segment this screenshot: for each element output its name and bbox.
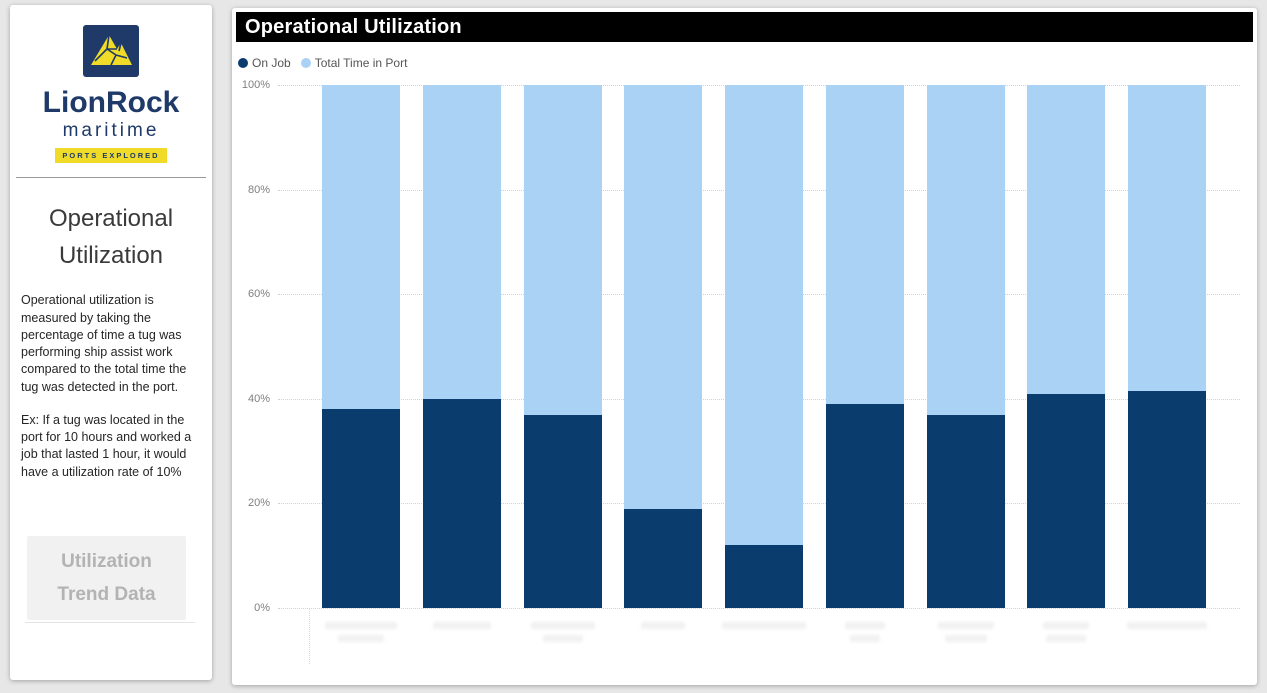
y-axis-tick-label: 80% [247,183,270,196]
y-axis-tick-label: 40% [247,392,270,405]
legend-dot [238,58,248,68]
bar-segment-total-time-in-port-3[interactable] [523,85,602,415]
logo-divider [16,177,206,178]
bar-segment-total-time-in-port-5[interactable] [725,85,803,546]
bar-column-3 [523,85,602,608]
brand-tagline-badge: PORTS EXPLORED [55,148,167,163]
bar-segment-on-job-3[interactable] [523,414,602,608]
bar-segment-on-job-2[interactable] [422,398,501,608]
legend-item-on-job[interactable]: On Job [238,56,291,70]
bar-segment-on-job-7[interactable] [926,414,1005,608]
x-axis-label-redacted-1 [322,622,400,642]
x-axis-label-blur-line [944,635,987,642]
bar-segment-total-time-in-port-2[interactable] [422,85,501,399]
sidebar-title: Operational Utilization [48,205,174,270]
y-axis-tick-label: 0% [254,602,270,614]
legend-dot [300,58,311,68]
x-axis-label-redacted-5 [722,622,806,629]
bar-column-7 [926,85,1005,608]
bar-segment-total-time-in-port-7[interactable] [926,85,1005,415]
lionrock-logo: LionRock maritime PORTS EXPLORED [10,5,212,163]
chart-title-bar: Operational Utilization [236,12,1253,42]
bar-column-2 [422,85,501,608]
x-axis-label-blur-line [641,622,686,629]
y-axis-tick-label: 60% [247,288,270,301]
bar-segment-on-job-4[interactable] [624,508,703,608]
bar-segment-on-job-1[interactable] [322,409,400,608]
bar-column-9 [1128,85,1206,608]
bar-segment-on-job-9[interactable] [1128,390,1206,608]
x-axis-label-redacted-9 [1127,622,1207,629]
bar-segment-total-time-in-port-9[interactable] [1128,85,1206,391]
bar-segment-total-time-in-port-1[interactable] [322,85,400,410]
x-axis-label-blur-line [1046,635,1087,642]
x-axis-label-blur-line [1043,622,1090,629]
utilization-trend-data-button[interactable]: Utilization Trend Data [27,536,186,620]
bar-segment-on-job-6[interactable] [825,404,904,608]
chart-legend: On Job Total Time in Port [238,56,407,70]
legend-item-total-time-in-port[interactable]: Total Time in Port [300,56,408,70]
x-axis-label-redacted-7 [927,622,1005,642]
bar-segment-on-job-5[interactable] [725,545,803,608]
x-axis-label-redacted-6 [826,622,904,642]
x-axis-label-blur-line [325,622,397,629]
bar-column-4 [624,85,703,608]
x-axis-label-blur-line [542,635,583,642]
bar-segment-total-time-in-port-6[interactable] [825,85,904,405]
x-axis-label-blur-line [849,635,880,642]
x-axis-label-redacted-3 [524,622,602,642]
x-axis-label-redacted-8 [1027,622,1105,642]
x-axis-label-redacted-2 [423,622,501,629]
x-axis-label-blur-line [338,635,384,642]
bar-column-1 [322,85,400,608]
x-axis-label-blur-line [530,622,595,629]
x-axis-label-blur-line [432,622,491,629]
bar-segment-total-time-in-port-8[interactable] [1027,85,1106,394]
bar-column-5 [725,85,803,608]
y-axis-tick-label: 20% [247,497,270,510]
bar-segment-on-job-8[interactable] [1027,393,1106,608]
bar-segment-total-time-in-port-4[interactable] [624,85,703,509]
lionrock-mountain-icon [83,25,139,77]
x-axis-label-blur-line [844,622,885,629]
chart-panel: Operational Utilization On Job Total Time… [232,8,1257,685]
x-axis-label-redacted-4 [624,622,702,629]
utilization-example: Ex: If a tug was located in the port for… [21,412,192,479]
brand-subname: maritime [62,120,160,141]
y-axis-tick-label: 100% [241,79,270,91]
legend-label: On Job [252,56,291,70]
stacked-bar-chart: 0% 20% 40% 60% 80% 100% [232,8,1257,685]
bar-column-8 [1027,85,1106,608]
sidebar-bottom-divider [25,622,195,623]
utilization-trend-data-button-label: Utilization Trend Data [57,550,156,605]
bar-column-6 [825,85,904,608]
x-axis-label-blur-line [937,622,994,629]
gridline-0% [278,608,1240,609]
legend-label: Total Time in Port [314,56,408,70]
sidebar-panel: LionRock maritime PORTS EXPLORED Operati… [10,5,212,680]
x-axis-line [309,608,310,664]
brand-name: LionRock [42,86,180,119]
x-axis-label-blur-line [722,622,806,629]
x-axis-label-blur-line [1127,622,1207,629]
utilization-description: Operational utilization is measured by t… [21,293,187,394]
